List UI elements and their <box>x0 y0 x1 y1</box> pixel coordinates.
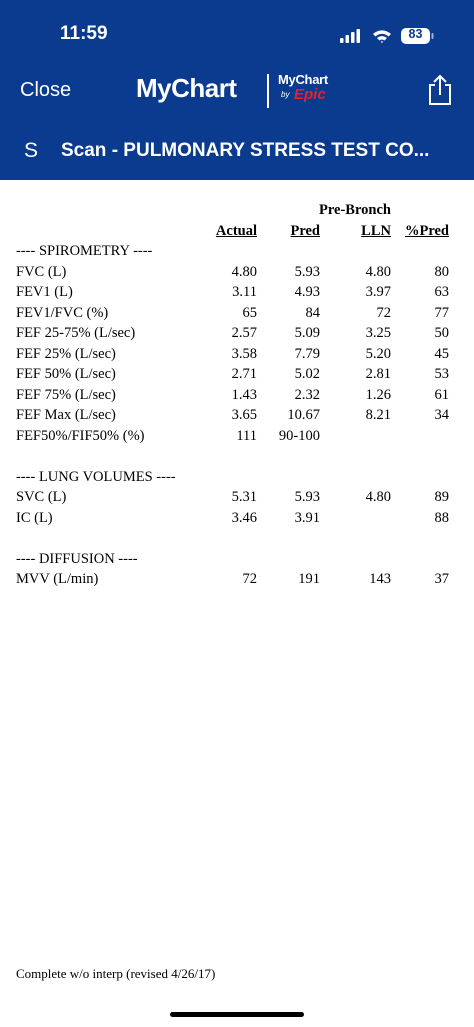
cell: 5.93 <box>294 489 320 505</box>
cell: 3.97 <box>365 284 391 300</box>
section-title: ---- DIFFUSION ---- <box>16 550 138 567</box>
cell: 72 <box>242 571 258 587</box>
cell: 89 <box>434 489 450 505</box>
cell: 3.91 <box>294 509 320 526</box>
battery-level: 83 <box>408 27 423 41</box>
cell: 2.32 <box>294 386 320 403</box>
cell: 5.31 <box>231 489 257 505</box>
document-title: Scan - PULMONARY STRESS TEST CO... <box>61 140 430 161</box>
section-title: ---- LUNG VOLUMES ---- <box>16 468 176 485</box>
cell: 3.65 <box>231 407 257 423</box>
row-label: MVV (L/min) <box>16 571 99 587</box>
group-header: Pre-Bronch <box>319 202 391 218</box>
share-button[interactable] <box>427 74 453 106</box>
cell: 1.43 <box>231 386 257 403</box>
cell: 3.11 <box>232 284 257 300</box>
logo-divider <box>267 74 269 108</box>
close-button[interactable]: Close <box>20 79 72 101</box>
cell: 4.80 <box>231 263 257 280</box>
column-header: Pred <box>290 223 320 239</box>
column-header: %Pred <box>404 223 449 239</box>
brand-vendor: Epic <box>294 86 326 103</box>
footer-note: Complete w/o interp (revised 4/26/17) <box>16 966 216 981</box>
status-time: 11:59 <box>60 23 108 44</box>
row-label: FEF50%/FIF50% (%) <box>16 427 145 444</box>
document-initial: S <box>24 139 39 162</box>
cell: 77 <box>434 304 450 321</box>
cell: 4.80 <box>365 489 391 505</box>
app-logo: MyChart <box>136 73 237 103</box>
cell: 2.71 <box>231 366 257 382</box>
app-header: 11:59 83 Close MyChart MyChart by Epic S… <box>0 0 474 180</box>
cell: 2.57 <box>231 325 257 341</box>
row-label: FEV1 (L) <box>16 284 73 300</box>
cell: 45 <box>434 345 450 362</box>
cell: 3.46 <box>231 509 257 526</box>
cell: 5.09 <box>294 325 320 341</box>
column-header: Actual <box>215 223 257 239</box>
status-icons <box>340 28 434 44</box>
row-label: FEF 75% (L/sec) <box>16 386 116 403</box>
row-label: FVC (L) <box>16 263 67 280</box>
column-header: LLN <box>361 223 391 239</box>
row-label: FEF 25% (L/sec) <box>16 345 116 362</box>
cell: 3.58 <box>231 345 257 362</box>
brand-by: by <box>281 90 290 99</box>
cell: 34 <box>434 407 450 423</box>
row-label: FEF 25-75% (L/sec) <box>16 325 136 341</box>
cell: 65 <box>242 304 258 321</box>
row-label: SVC (L) <box>16 489 67 505</box>
brand-name: MyChart <box>278 72 328 87</box>
cell: 8.21 <box>365 407 391 423</box>
home-indicator <box>170 1012 304 1017</box>
section-title: ---- SPIROMETRY ---- <box>16 243 153 259</box>
cell: 37 <box>434 571 450 587</box>
row-label: FEF Max (L/sec) <box>16 407 116 423</box>
cell: 1.26 <box>365 386 391 403</box>
cell: 191 <box>298 571 320 587</box>
cell: 63 <box>434 284 450 300</box>
row-label: FEV1/FVC (%) <box>16 304 109 321</box>
cell: 5.93 <box>294 263 320 280</box>
cell: 7.79 <box>294 345 320 362</box>
cell: 84 <box>305 304 321 321</box>
cell: 50 <box>434 325 450 341</box>
cell: 4.93 <box>294 284 320 300</box>
row-label: IC (L) <box>16 509 53 526</box>
cell: 88 <box>434 509 450 526</box>
cell: 61 <box>434 386 450 403</box>
row-label: FEF 50% (L/sec) <box>16 366 116 382</box>
cell: 5.02 <box>294 366 320 382</box>
cell: 10.67 <box>287 407 320 423</box>
cell: 111 <box>236 427 257 444</box>
cell: 4.80 <box>365 263 391 280</box>
cell: 90-100 <box>278 427 320 444</box>
cell: 72 <box>376 304 392 321</box>
cell: 80 <box>434 263 450 280</box>
cell: 53 <box>434 366 450 382</box>
cell: 5.20 <box>365 345 391 362</box>
cell: 143 <box>369 571 391 587</box>
cell: 2.81 <box>365 366 391 382</box>
cell: 3.25 <box>365 325 391 341</box>
